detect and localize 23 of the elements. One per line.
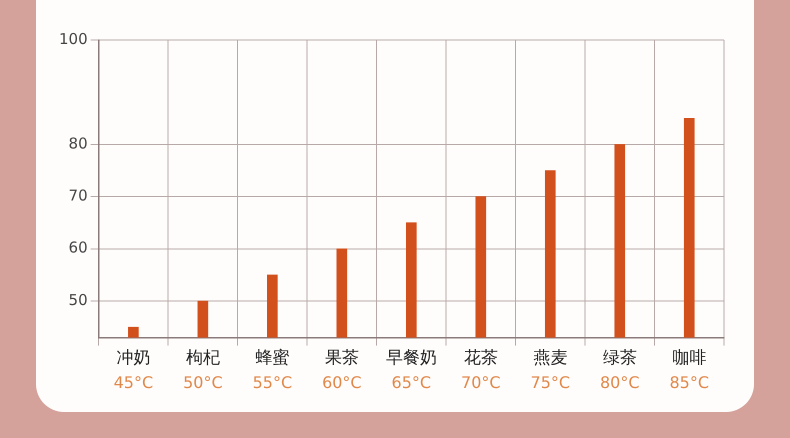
- y-tick-label: 80: [68, 134, 88, 152]
- data-label: 75°C: [530, 373, 570, 392]
- data-label: 50°C: [183, 373, 223, 392]
- x-tick-label: 绿茶: [602, 348, 637, 368]
- y-tick-label: 50: [68, 290, 88, 309]
- x-tick-label: 咖啡: [672, 348, 706, 368]
- data-label: 45°C: [114, 373, 154, 392]
- x-tick-label: 冲奶: [116, 348, 150, 368]
- data-label: 65°C: [392, 373, 432, 392]
- y-tick-label: 100: [58, 30, 88, 48]
- data-label: 80°C: [600, 373, 640, 392]
- y-tick-label: 70: [68, 186, 88, 205]
- data-label: 70°C: [461, 373, 501, 392]
- x-tick-label: 早餐奶: [386, 348, 437, 368]
- data-label: 60°C: [322, 373, 362, 392]
- y-tick-label: 60: [68, 238, 88, 257]
- x-tick-label: 蜂蜜: [255, 348, 290, 368]
- data-label: 85°C: [669, 373, 710, 392]
- x-tick-label: 果茶: [324, 348, 359, 368]
- x-tick-label: 枸杞: [186, 348, 220, 368]
- x-tick-label: 燕麦: [533, 348, 568, 368]
- x-tick-label: 花茶: [464, 348, 498, 368]
- data-label: 55°C: [252, 373, 292, 392]
